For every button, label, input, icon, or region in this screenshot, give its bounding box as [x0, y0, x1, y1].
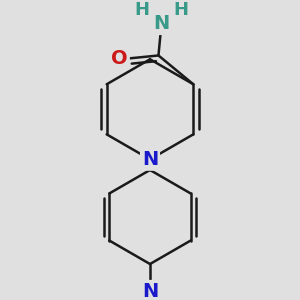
- Text: N: N: [142, 150, 158, 169]
- Text: H: H: [134, 1, 149, 19]
- Text: N: N: [153, 14, 170, 33]
- Text: N: N: [142, 282, 158, 300]
- Text: O: O: [111, 49, 128, 68]
- Text: H: H: [174, 1, 189, 19]
